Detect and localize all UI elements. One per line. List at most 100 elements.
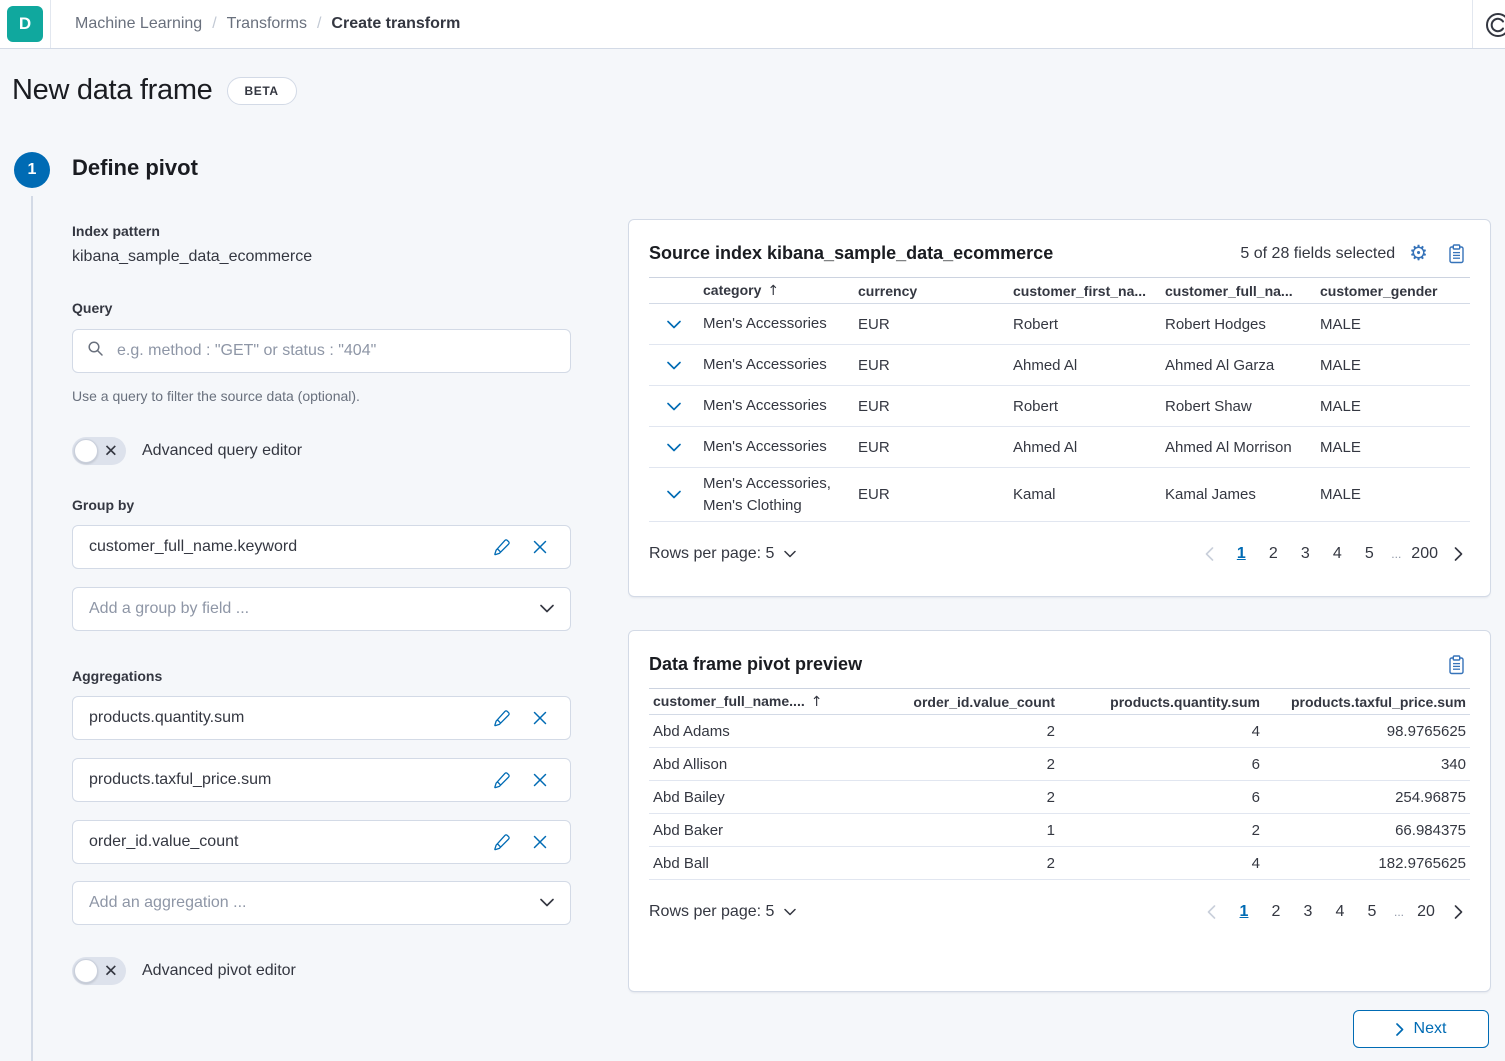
cell-category: Men's Accessories [703, 315, 827, 333]
add-group-by-placeholder: Add a group by field ... [89, 600, 250, 617]
remove-icon[interactable] [526, 766, 554, 794]
cell-name: Abd Allison [653, 755, 728, 773]
page-number[interactable]: 5 [1367, 903, 1377, 920]
cell-category: Men's Accessories [703, 356, 827, 374]
edit-icon[interactable] [488, 828, 516, 856]
add-group-by-select[interactable]: Add a group by field ... [72, 587, 571, 631]
cell-price: 66.984375 [1395, 821, 1466, 839]
cell-currency: EUR [858, 438, 890, 456]
aggregation-item: products.quantity.sum [72, 696, 571, 740]
chevron-down-icon [784, 550, 797, 558]
page-number[interactable]: 1 [1236, 545, 1246, 562]
query-search-box [72, 329, 571, 373]
expand-row-icon[interactable] [667, 398, 681, 415]
chevron-right-icon [1395, 1022, 1403, 1036]
cell-name: Abd Bailey [653, 788, 725, 806]
fields-selected-count: 5 of 28 fields selected [1240, 244, 1396, 262]
aggregation-item: order_id.value_count [72, 820, 571, 864]
cell-name: Abd Baker [653, 821, 724, 839]
table-row: Men's Accessories EUR Ahmed Al Ahmed Al … [649, 345, 1470, 386]
advanced-pivot-toggle-label: Advanced pivot editor [142, 962, 296, 979]
cell-order-count: 2 [1046, 854, 1055, 872]
preview-table-header: customer_full_name.... ↑ order_id.value_c… [649, 688, 1470, 715]
page-number[interactable]: 20 [1417, 903, 1435, 920]
cell-gender: MALE [1320, 438, 1361, 456]
cell-gender: MALE [1320, 486, 1361, 503]
expand-row-icon[interactable] [667, 439, 681, 456]
toggle-off-icon: ✕ [103, 441, 118, 461]
help-icon[interactable] [1484, 11, 1505, 44]
page-number[interactable]: 3 [1300, 545, 1310, 562]
cell-name: Abd Ball [653, 854, 709, 872]
next-page-icon[interactable] [1446, 898, 1470, 926]
gear-icon[interactable]: ⚙ [1409, 241, 1428, 265]
cell-full-name: Robert Shaw [1165, 397, 1252, 415]
clipboard-icon[interactable] [1442, 651, 1470, 679]
breadcrumb: Machine Learning / Transforms / Create t… [75, 0, 460, 48]
pivot-preview-panel: Data frame pivot preview customer_full_n… [628, 630, 1491, 992]
breadcrumb-separator: / [212, 15, 217, 32]
page-number[interactable]: 2 [1268, 545, 1278, 562]
group-by-label: Group by [72, 497, 135, 513]
table-row: Abd Ball 2 4 182.9765625 [649, 847, 1470, 880]
cell-first-name: Robert [1013, 315, 1059, 333]
column-header-order-count[interactable]: order_id.value_count [913, 693, 1055, 710]
page-number[interactable]: 2 [1271, 903, 1281, 920]
advanced-query-toggle-row: ✕ Advanced query editor [72, 437, 571, 465]
expand-row-icon[interactable] [667, 357, 681, 374]
cell-order-count: 1 [1046, 821, 1055, 839]
remove-icon[interactable] [526, 828, 554, 856]
advanced-pivot-toggle[interactable]: ✕ [72, 957, 126, 985]
column-header-customer-gender[interactable]: customer_gender [1320, 282, 1438, 299]
column-header-customer-full-name[interactable]: customer_full_na... [1165, 282, 1293, 299]
column-header-category[interactable]: category ↑ [703, 281, 780, 299]
page-number[interactable]: 4 [1332, 545, 1342, 562]
chevron-down-icon [540, 894, 554, 912]
app-logo[interactable]: D [7, 6, 43, 42]
expand-row-icon[interactable] [667, 316, 681, 333]
page-title: New data frame [12, 74, 213, 106]
page-number[interactable]: 3 [1303, 903, 1313, 920]
edit-icon[interactable] [488, 533, 516, 561]
add-aggregation-select[interactable]: Add an aggregation ... [72, 881, 571, 925]
cell-currency: EUR [858, 356, 890, 374]
column-header-taxful-price-sum[interactable]: products.taxful_price.sum [1290, 693, 1466, 710]
cell-gender: MALE [1320, 315, 1361, 333]
column-header-currency[interactable]: currency [858, 282, 918, 299]
index-pattern-label: Index pattern [72, 223, 160, 239]
cell-currency: EUR [858, 315, 890, 333]
remove-icon[interactable] [526, 704, 554, 732]
cell-order-count: 2 [1046, 722, 1055, 740]
previous-page-icon [1197, 540, 1221, 568]
edit-icon[interactable] [488, 766, 516, 794]
breadcrumb-machine-learning[interactable]: Machine Learning [75, 15, 203, 32]
preview-panel-title: Data frame pivot preview [649, 654, 863, 674]
remove-icon[interactable] [526, 533, 554, 561]
column-header-quantity-sum[interactable]: products.quantity.sum [1110, 693, 1260, 710]
topbar-divider [1472, 0, 1473, 48]
cell-currency: EUR [858, 397, 890, 415]
column-header-customer-full-name[interactable]: customer_full_name.... ↑ [653, 693, 823, 710]
pagination: 1 2 3 4 5 ... 20 [1200, 898, 1470, 926]
cell-quantity: 4 [1251, 722, 1260, 740]
column-header-customer-first-name[interactable]: customer_first_na... [1013, 282, 1147, 299]
advanced-query-toggle-label: Advanced query editor [142, 442, 303, 459]
next-button[interactable]: Next [1353, 1010, 1489, 1048]
page-number[interactable]: 1 [1239, 903, 1249, 920]
advanced-query-toggle[interactable]: ✕ [72, 437, 126, 465]
edit-icon[interactable] [488, 704, 516, 732]
next-page-icon[interactable] [1446, 540, 1470, 568]
page-number[interactable]: 5 [1364, 545, 1374, 562]
query-input[interactable] [117, 342, 556, 360]
cell-currency: EUR [858, 486, 890, 503]
page-number[interactable]: 4 [1335, 903, 1345, 920]
breadcrumb-transforms[interactable]: Transforms [226, 15, 307, 32]
rows-per-page-button[interactable]: Rows per page: 5 [649, 903, 797, 921]
cell-order-count: 2 [1046, 788, 1055, 806]
clipboard-icon[interactable] [1442, 240, 1470, 268]
cell-full-name: Ahmed Al Garza [1165, 356, 1275, 374]
page-number[interactable]: 200 [1411, 545, 1438, 562]
rows-per-page-button[interactable]: Rows per page: 5 [649, 545, 797, 563]
query-label: Query [72, 300, 113, 316]
expand-row-icon[interactable] [667, 486, 681, 503]
